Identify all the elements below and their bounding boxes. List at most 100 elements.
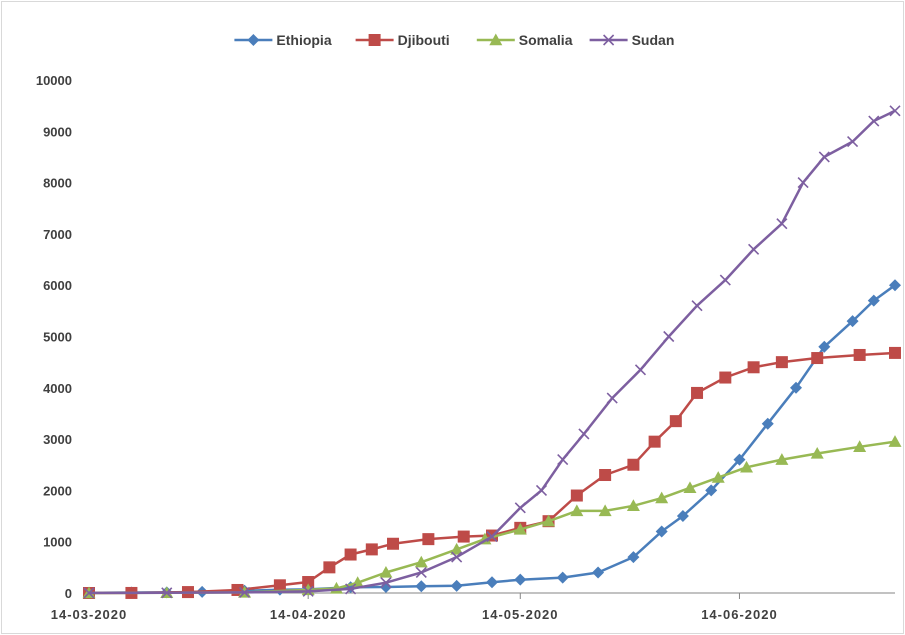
data-point-djibouti [570, 489, 583, 502]
data-point-sudan [634, 364, 647, 376]
data-point-somalia [379, 565, 393, 578]
data-point-djibouti [344, 548, 357, 561]
data-point-ethiopia [676, 510, 689, 523]
data-point-somalia [888, 435, 902, 447]
series-line-ethiopia [88, 284, 896, 595]
legend-label: Ethiopia [276, 32, 331, 48]
data-point-sudan [302, 585, 314, 597]
y-tick-label: 9000 [43, 124, 72, 139]
data-point-sudan [557, 454, 569, 466]
legend-label: Sudan [632, 32, 675, 48]
data-point-ethiopia [867, 294, 880, 307]
y-tick-label: 1000 [43, 535, 72, 550]
legend-marker [489, 33, 503, 46]
data-point-sudan [868, 115, 880, 127]
x-tick-label: 14-04-2020 [270, 607, 347, 622]
data-point-sudan [578, 428, 590, 440]
data-point-somalia [810, 446, 824, 459]
legend-marker [247, 34, 260, 46]
x-axis-ticks: 14-03-2020 14-04-2020 14-05-2020 14-06-2020 [51, 593, 778, 622]
y-tick-label: 3000 [43, 432, 72, 447]
data-point-djibouti [747, 361, 760, 374]
data-point-sudan [776, 218, 788, 230]
data-point-djibouti [648, 435, 661, 448]
plot-area [82, 105, 902, 599]
data-point-somalia [414, 555, 428, 568]
data-point-sudan [83, 587, 95, 599]
data-point-sudan [514, 502, 526, 514]
data-point-somalia [570, 504, 584, 517]
data-point-djibouti [273, 579, 286, 592]
y-tick-label: 6000 [43, 278, 72, 293]
series-line-sudan [88, 109, 896, 595]
data-point-ethiopia [818, 340, 831, 353]
data-point-djibouti [422, 533, 435, 546]
data-point-sudan [797, 177, 809, 189]
data-point-ethiopia [627, 551, 640, 564]
data-point-ethiopia [761, 417, 774, 430]
data-point-somalia [853, 440, 867, 452]
data-point-djibouti [811, 352, 824, 365]
data-point-sudan [345, 583, 357, 595]
data-point-somalia [775, 453, 789, 465]
data-point-ethiopia [889, 279, 901, 292]
data-point-djibouti [853, 348, 866, 361]
data-point-sudan [451, 551, 463, 563]
data-point-sudan [889, 105, 901, 117]
x-tick-label: 14-06-2020 [701, 607, 778, 622]
y-tick-label: 0 [65, 586, 72, 601]
y-tick-label: 7000 [43, 227, 72, 242]
data-point-sudan [691, 300, 703, 312]
legend-item-somalia: Somalia [476, 32, 573, 48]
legend-label: Somalia [519, 32, 573, 48]
data-point-somalia [711, 471, 725, 483]
data-point-ethiopia [450, 579, 463, 592]
data-point-ethiopia [846, 315, 859, 328]
series-ethiopia [83, 279, 901, 599]
data-point-sudan [486, 531, 498, 543]
series-sudan [83, 105, 901, 599]
data-point-ethiopia [733, 453, 746, 466]
y-axis-ticks: 0 1000 2000 3000 4000 5000 6000 7000 8000 9000 100… [36, 73, 72, 601]
data-point-sudan [606, 392, 618, 404]
data-point-djibouti [691, 386, 704, 399]
data-point-somalia [626, 499, 640, 511]
data-point-djibouti [669, 415, 682, 428]
data-point-djibouti [387, 537, 400, 550]
data-point-djibouti [365, 543, 378, 556]
series-line-djibouti [88, 351, 896, 595]
legend-item-djibouti: Djibouti [355, 32, 450, 48]
data-point-somalia [740, 460, 754, 473]
y-tick-label: 8000 [43, 176, 72, 191]
x-tick-label: 14-05-2020 [482, 607, 559, 622]
data-point-sudan [818, 151, 830, 163]
data-point-ethiopia [705, 484, 718, 497]
data-point-somalia [450, 542, 464, 555]
data-point-djibouti [302, 576, 315, 589]
data-point-somalia [542, 514, 556, 527]
series-somalia [82, 435, 902, 599]
legend-item-sudan: Sudan [589, 32, 675, 48]
data-point-ethiopia [592, 566, 605, 579]
data-point-sudan [380, 577, 392, 589]
data-point-sudan [663, 330, 675, 343]
data-point-djibouti [889, 346, 901, 359]
data-point-sudan [535, 484, 548, 496]
data-point-sudan [161, 587, 173, 599]
data-point-somalia [513, 522, 527, 535]
data-point-sudan [748, 243, 760, 255]
data-point-ethiopia [556, 571, 569, 584]
data-point-somalia [655, 491, 669, 504]
data-point-djibouti [775, 356, 788, 369]
legend-marker [603, 34, 615, 46]
data-point-somalia [683, 481, 697, 494]
data-point-ethiopia [514, 573, 527, 586]
data-point-sudan [847, 135, 859, 148]
data-point-djibouti [719, 371, 732, 384]
data-point-ethiopia [415, 580, 428, 593]
data-point-sudan [415, 566, 427, 579]
data-point-djibouti [599, 469, 612, 482]
series-line-somalia [88, 440, 896, 595]
legend-label: Djibouti [398, 32, 450, 48]
